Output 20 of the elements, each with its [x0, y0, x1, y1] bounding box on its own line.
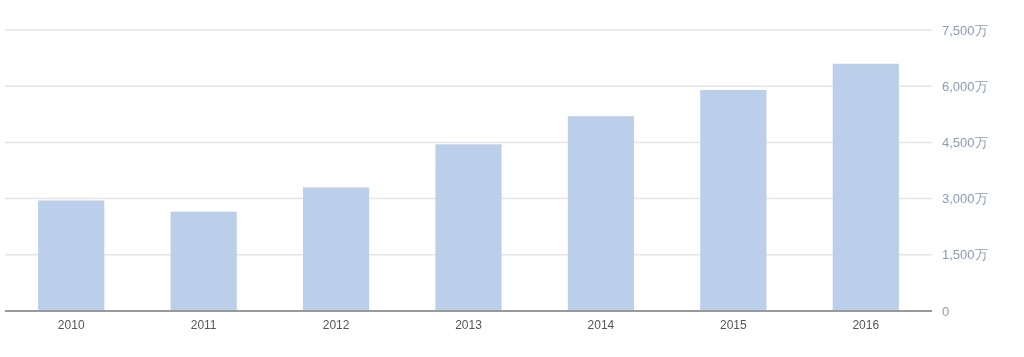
y-tick-label: 6,000万: [942, 78, 988, 94]
x-tick-label: 2015: [720, 318, 748, 332]
x-tick-label: 2014: [587, 318, 615, 332]
y-tick-label: 1,500万: [942, 247, 988, 263]
x-tick-label: 2013: [455, 318, 483, 332]
bar: [38, 200, 105, 311]
bar: [832, 63, 899, 311]
y-tick-label: 3,000万: [942, 191, 988, 207]
y-tick-label: 0: [942, 303, 950, 319]
x-tick-label: 2016: [852, 318, 880, 332]
y-tick-label: 7,500万: [942, 22, 988, 38]
x-tick-label: 2010: [57, 318, 85, 332]
x-tick-label: 2011: [190, 318, 217, 332]
x-tick-label: 2012: [322, 318, 350, 332]
y-tick-label: 4,500万: [942, 134, 988, 150]
bar: [170, 211, 237, 311]
bar: [302, 187, 370, 311]
bar: [700, 89, 767, 311]
bar: [435, 144, 502, 311]
bar: [567, 116, 635, 311]
